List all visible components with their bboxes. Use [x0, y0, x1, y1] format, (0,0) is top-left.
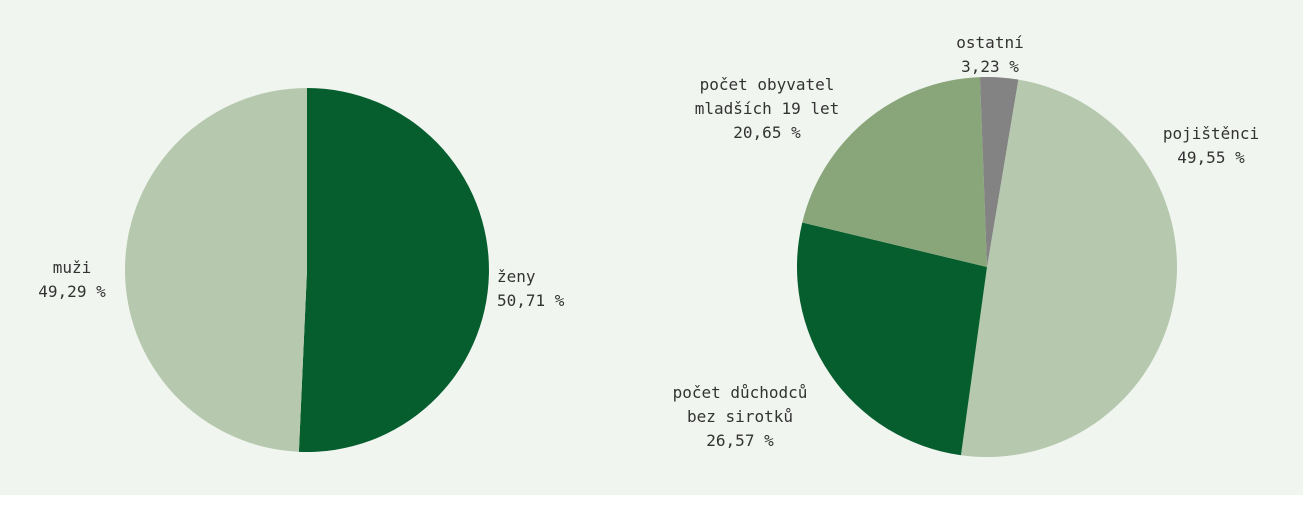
slice-value-label: 26,57 % [706, 431, 774, 450]
pie2-slice-počet-důchodců-bez-sirotků [796, 222, 987, 456]
pie2-label-počet-důchodců-bez-sirotků: počet důchodců bez sirotků 26,57 % [673, 383, 808, 450]
pie2-label-pojištěnci: pojištěnci 49,55 % [1163, 124, 1259, 167]
pie2-slice-ostatní [979, 76, 1019, 267]
pie2-slice-počet-obyvatel-mladších-19-let [802, 77, 987, 267]
pie1-slice-ženy [298, 88, 489, 452]
pie2-label-počet-obyvatel-mladších-19-let: počet obyvatel mladších 19 let 20,65 % [695, 75, 840, 142]
chart-panel: ženy 50,71 % muži 49,29 % pojištěnci 49,55 % p… [0, 0, 1303, 495]
pie-charts: ženy 50,71 %muži 49,29 %pojištěnci 49,55 %p… [38, 33, 1259, 458]
slice-name-label: muži [53, 258, 92, 277]
slice-value-label: 49,29 % [38, 282, 106, 301]
pie2-label-ostatní: ostatní 3,23 % [956, 33, 1023, 76]
slice-name-label: ženy [497, 267, 536, 286]
pie2-slice-pojištěnci [960, 79, 1178, 458]
slice-name-label: počet obyvatel [700, 75, 835, 94]
slice-name-label: pojištěnci [1163, 124, 1259, 143]
slice-value-label: 20,65 % [733, 123, 801, 142]
slice-name-label: bez sirotků [687, 407, 793, 426]
pie1-label-ženy: ženy 50,71 % [497, 267, 565, 310]
pie1-slice-muži [124, 88, 307, 452]
pie1-label-muži: muži 49,29 % [38, 258, 106, 301]
slice-value-label: 50,71 % [497, 291, 565, 310]
slice-name-label: počet důchodců [673, 383, 808, 402]
slice-name-label: ostatní [956, 33, 1023, 52]
slice-name-label: mladších 19 let [695, 99, 840, 118]
slice-value-label: 3,23 % [961, 57, 1019, 76]
slice-value-label: 49,55 % [1177, 148, 1245, 167]
